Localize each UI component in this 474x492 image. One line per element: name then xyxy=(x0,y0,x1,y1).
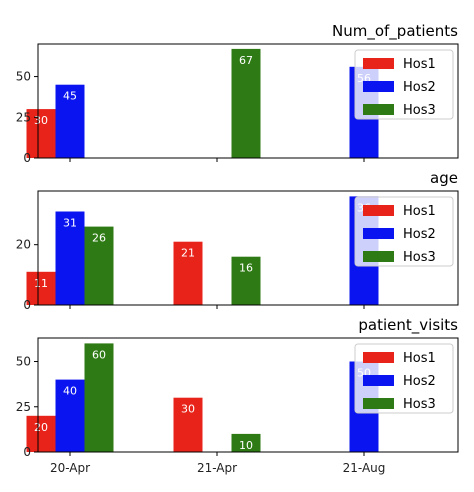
x-tick-label: 21-Apr xyxy=(197,461,237,475)
legend-swatch-hos2 xyxy=(363,375,394,386)
bar-hos1-21-apr xyxy=(173,397,203,452)
y-tick-label: 20 xyxy=(16,238,31,252)
y-tick-label: 50 xyxy=(16,70,31,84)
data-label: 45 xyxy=(63,90,77,103)
y-tick-label: 25 xyxy=(16,110,31,124)
bar-hos1-21-apr xyxy=(173,241,203,305)
chart-title: Num_of_patients xyxy=(332,22,458,41)
data-label: 26 xyxy=(92,232,106,245)
legend-label: Hos1 xyxy=(403,204,436,219)
legend: Hos1 Hos2 Hos3 xyxy=(354,343,454,414)
data-label: 16 xyxy=(239,262,253,275)
bar-hos2-20-apr xyxy=(55,379,85,452)
legend-label: Hos3 xyxy=(403,250,436,265)
chart-title: age xyxy=(430,169,458,187)
legend-label: Hos2 xyxy=(403,227,436,242)
legend-swatch-hos3 xyxy=(363,104,394,115)
chart-panel-1: Num_of_patients3045566702550Hos1Hos2Hos3 xyxy=(16,22,459,165)
legend-label: Hos3 xyxy=(403,397,436,412)
bar-hos1-20-apr xyxy=(26,415,56,452)
data-label: 67 xyxy=(239,54,253,67)
chart-panel-3: patient_visits2030405060100255020-Apr21-… xyxy=(16,316,459,475)
legend-label: Hos2 xyxy=(403,374,436,389)
legend-swatch-hos1 xyxy=(363,58,394,69)
legend-label: Hos2 xyxy=(403,80,436,95)
y-tick-label: 0 xyxy=(23,298,31,312)
y-tick-label: 50 xyxy=(16,355,31,369)
legend-swatch-hos3 xyxy=(363,398,394,409)
bar-hos3-21-apr xyxy=(231,256,261,305)
legend-label: Hos1 xyxy=(403,57,436,72)
y-tick-label: 0 xyxy=(23,445,31,459)
bar-hos3-21-apr xyxy=(231,433,261,452)
legend-swatch-hos2 xyxy=(363,228,394,239)
legend-swatch-hos3 xyxy=(363,251,394,262)
legend-swatch-hos1 xyxy=(363,352,394,363)
x-tick-label: 20-Apr xyxy=(50,461,90,475)
legend-label: Hos3 xyxy=(403,103,436,118)
bar-hos3-21-apr xyxy=(231,48,261,158)
data-label: 11 xyxy=(34,277,48,290)
data-label: 40 xyxy=(63,385,77,398)
y-tick-label: 0 xyxy=(23,151,31,165)
legend-label: Hos1 xyxy=(403,351,436,366)
bar-hos2-20-apr xyxy=(55,211,85,305)
axes-frame xyxy=(37,190,459,306)
y-tick-label: 25 xyxy=(16,400,31,414)
data-label: 30 xyxy=(34,114,48,127)
legend: Hos1 Hos2 Hos3 xyxy=(354,49,454,120)
data-label: 30 xyxy=(181,403,195,416)
legend-swatch-hos1 xyxy=(363,205,394,216)
bar-hos2-20-apr xyxy=(55,84,85,158)
chart-panel-2: age112131362616020Hos1Hos2Hos3 xyxy=(16,169,459,312)
bar-hos3-20-apr xyxy=(84,343,114,452)
data-label: 21 xyxy=(181,247,195,260)
bar-hos1-20-apr xyxy=(26,109,56,158)
x-tick-label: 21-Aug xyxy=(343,461,386,475)
legend: Hos1 Hos2 Hos3 xyxy=(354,196,454,267)
data-label: 31 xyxy=(63,217,77,230)
data-label: 20 xyxy=(34,421,48,434)
legend-swatch-hos2 xyxy=(363,81,394,92)
data-label: 60 xyxy=(92,348,106,361)
chart-title: patient_visits xyxy=(358,316,458,335)
data-label: 10 xyxy=(239,439,253,452)
axes-frame xyxy=(37,43,459,159)
bar-hos1-20-apr xyxy=(26,271,56,305)
axes-frame xyxy=(37,337,459,453)
bar-hos3-20-apr xyxy=(84,226,114,305)
